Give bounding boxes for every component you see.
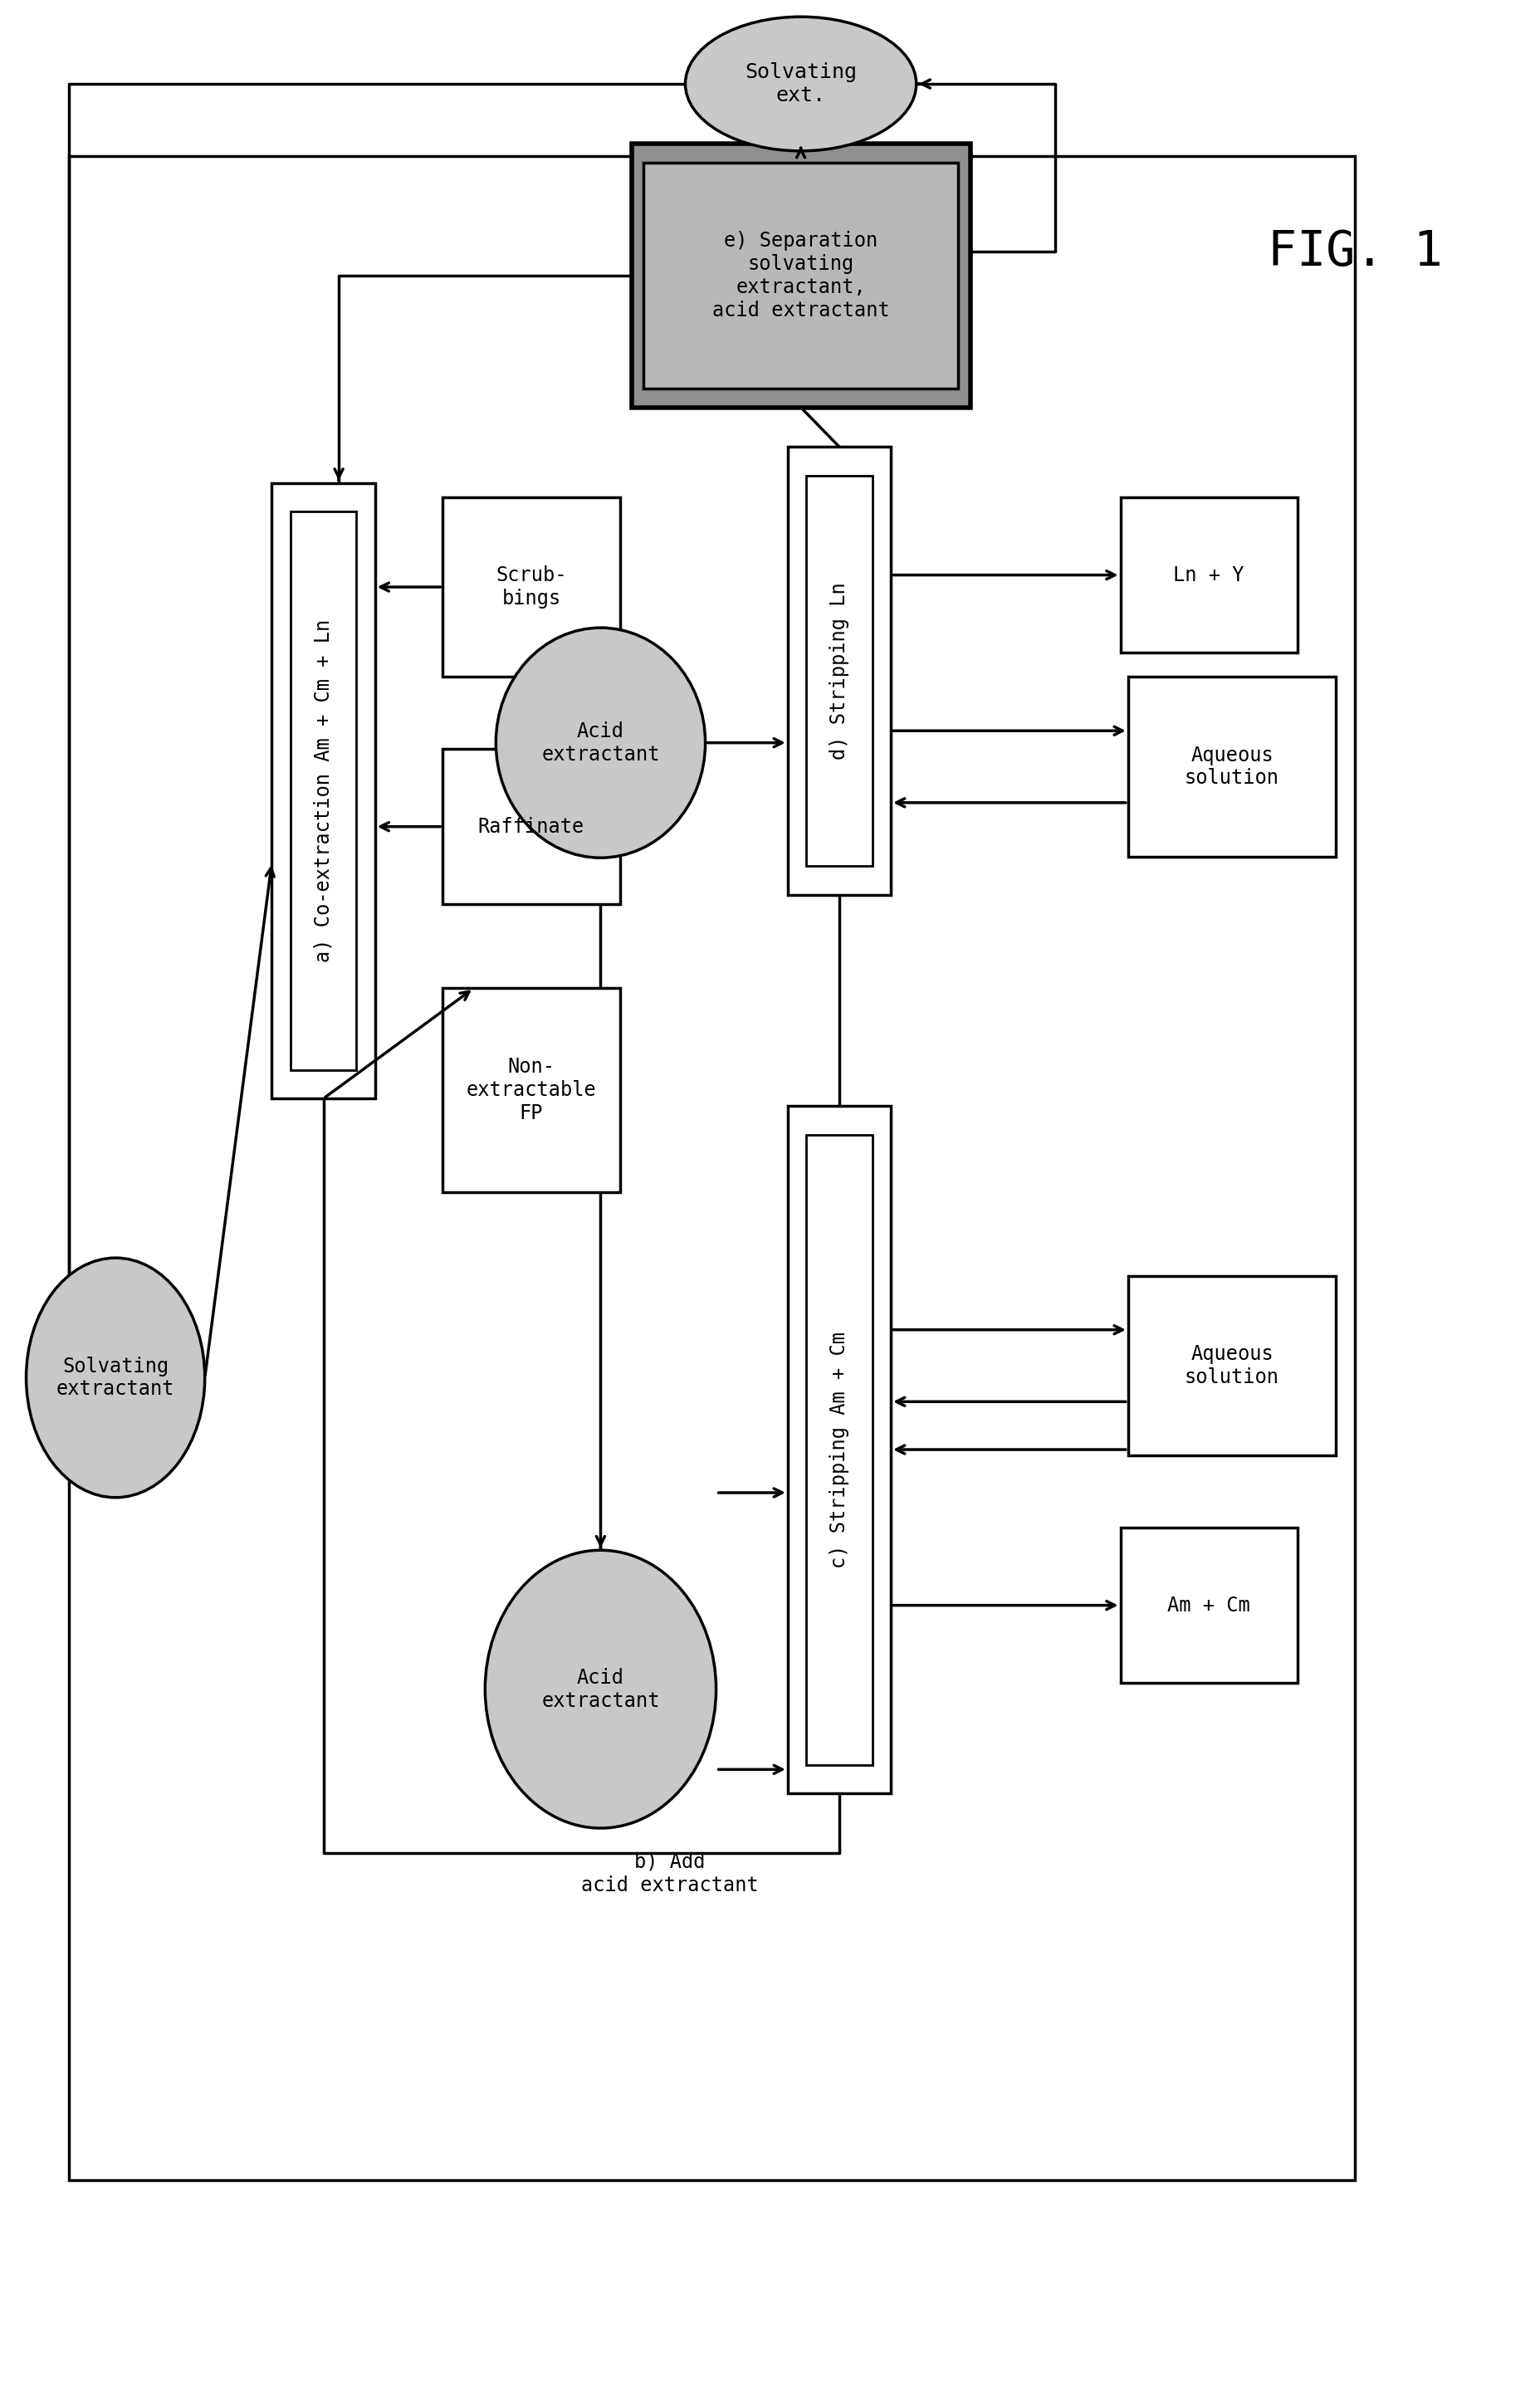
Text: Acid
extractant: Acid extractant <box>542 721 659 764</box>
Bar <box>1127 1275 1337 1454</box>
Bar <box>271 482 374 1097</box>
Text: Aqueous
solution: Aqueous solution <box>1184 745 1280 788</box>
Text: Scrub-
bings: Scrub- bings <box>496 565 567 609</box>
Ellipse shape <box>26 1258 205 1498</box>
Bar <box>1127 676 1337 855</box>
Bar <box>788 1107 890 1792</box>
Bar <box>644 163 958 388</box>
Bar <box>788 448 890 896</box>
Text: Non-
extractable
FP: Non- extractable FP <box>467 1057 596 1124</box>
Bar <box>1120 498 1297 652</box>
Text: Am + Cm: Am + Cm <box>1167 1596 1250 1615</box>
Text: d) Stripping Ln: d) Stripping Ln <box>830 582 849 760</box>
Bar <box>444 987 619 1191</box>
Bar <box>69 156 1355 2180</box>
Text: Solvating
extractant: Solvating extractant <box>57 1356 174 1399</box>
Text: FIG. 1: FIG. 1 <box>1267 228 1443 276</box>
Ellipse shape <box>685 17 916 151</box>
Bar <box>1120 1529 1297 1682</box>
Bar <box>290 510 356 1069</box>
Bar <box>807 477 873 867</box>
Text: c) Stripping Am + Cm: c) Stripping Am + Cm <box>830 1332 849 1567</box>
Text: Ln + Y: Ln + Y <box>1173 565 1244 585</box>
Text: b) Add
acid extractant: b) Add acid extractant <box>581 1852 759 1895</box>
Ellipse shape <box>496 628 705 858</box>
Bar <box>444 498 619 676</box>
Text: Aqueous
solution: Aqueous solution <box>1184 1344 1280 1387</box>
Text: e) Separation
solvating
extractant,
acid extractant: e) Separation solvating extractant, acid… <box>711 230 890 321</box>
Text: Raffinate: Raffinate <box>477 817 585 836</box>
Bar <box>631 144 970 407</box>
Ellipse shape <box>485 1550 716 1828</box>
Bar <box>807 1136 873 1763</box>
Text: a) Co-extraction Am + Cm + Ln: a) Co-extraction Am + Cm + Ln <box>314 618 333 963</box>
Text: Acid
extractant: Acid extractant <box>542 1668 659 1711</box>
Bar <box>444 748 619 903</box>
Text: Solvating
ext.: Solvating ext. <box>745 62 856 105</box>
